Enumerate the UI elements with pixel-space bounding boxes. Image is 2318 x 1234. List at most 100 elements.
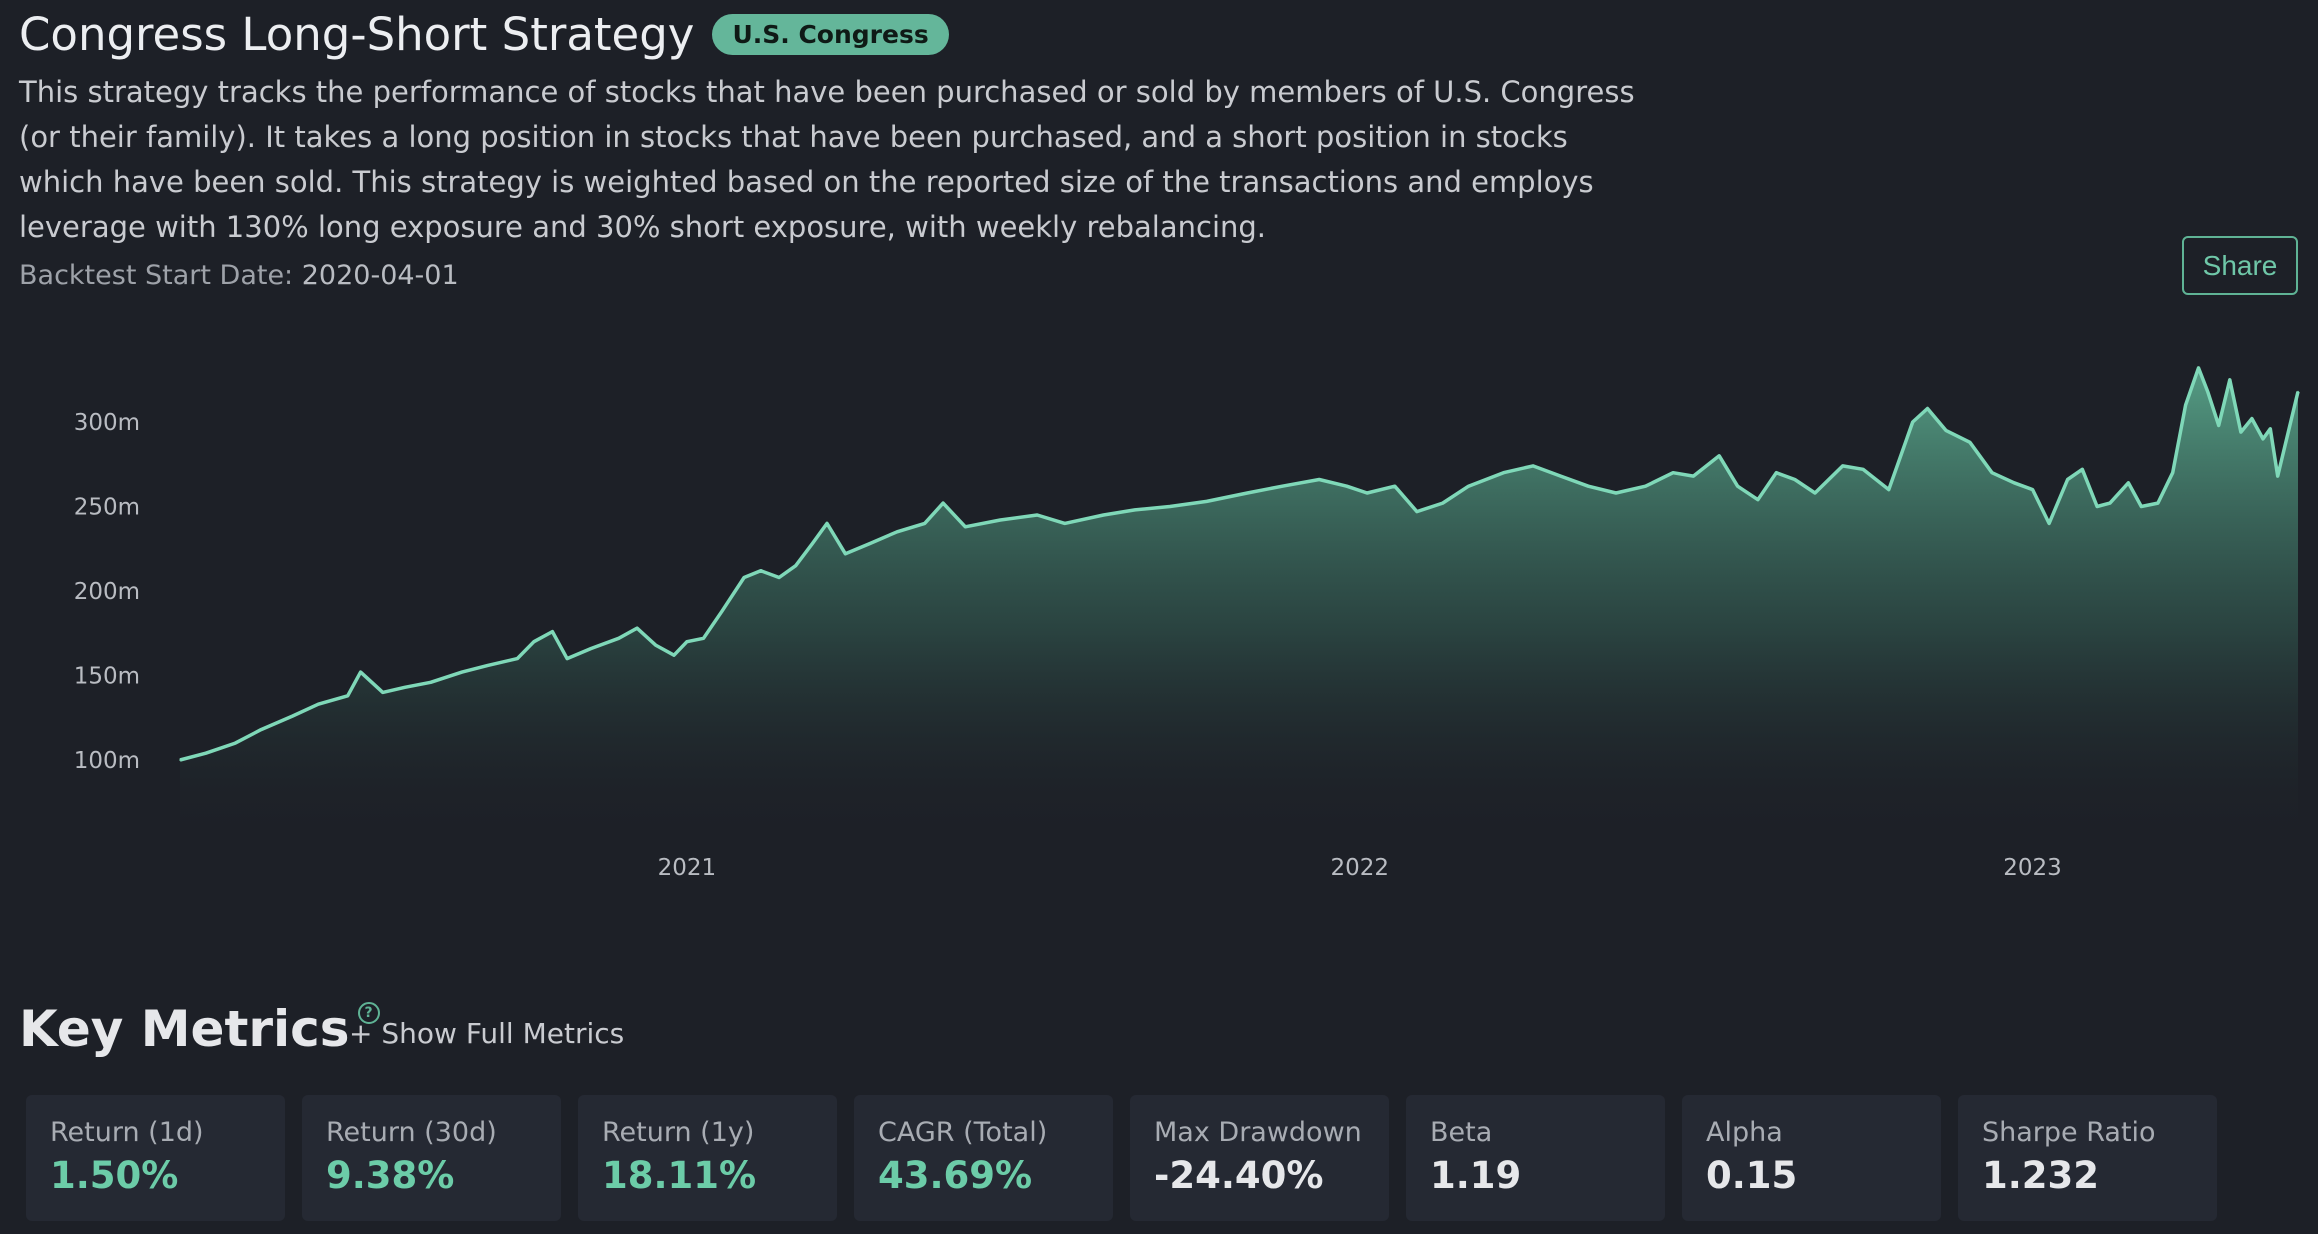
data-point	[1911, 421, 1914, 423]
data-point	[1991, 471, 1993, 474]
data-point	[2171, 471, 2174, 474]
x-tick-label: 2023	[2003, 855, 2062, 881]
metric-card: CAGR (Total) 43.69%	[854, 1095, 1113, 1221]
data-point	[1169, 505, 1171, 508]
data-point	[1736, 485, 1739, 487]
data-point	[702, 637, 705, 640]
y-tick-label: 300m	[74, 410, 140, 436]
data-point	[617, 637, 620, 640]
metric-value: 1.19	[1430, 1154, 1522, 1197]
metrics-title: Key Metrics	[19, 1000, 350, 1058]
metric-value: 0.15	[1706, 1154, 1798, 1197]
series-points	[179, 367, 2299, 761]
data-point	[1064, 522, 1066, 525]
performance-chart[interactable]: 100m 150m 200m 250m 300m 2021 2022 2023	[0, 340, 2318, 900]
x-axis: 2021 2022 2023	[658, 855, 2062, 881]
data-point	[1615, 492, 1617, 494]
data-point	[2229, 379, 2231, 381]
data-point	[844, 553, 847, 555]
data-point	[686, 640, 688, 643]
x-tick-label: 2022	[1330, 855, 1389, 881]
data-point	[2297, 390, 2299, 393]
metric-label: Beta	[1430, 1117, 1493, 1148]
data-point	[1036, 514, 1038, 516]
data-point	[2240, 431, 2242, 433]
data-point	[1346, 485, 1348, 487]
share-button[interactable]: Share	[2182, 236, 2298, 295]
y-tick-label: 100m	[74, 748, 140, 774]
metrics-header: Key Metrics ?	[19, 1000, 380, 1058]
data-point	[590, 647, 592, 650]
data-point	[2066, 478, 2069, 481]
data-point	[868, 542, 871, 545]
metric-label: Sharpe Ratio	[1982, 1117, 2156, 1148]
data-point	[461, 671, 463, 673]
strategy-description: This strategy tracks the performance of …	[19, 75, 1635, 244]
data-point	[1775, 471, 1778, 474]
data-point	[2269, 428, 2272, 430]
data-point	[1945, 429, 1947, 432]
data-point	[794, 564, 797, 567]
metric-label: Return (1y)	[602, 1117, 755, 1148]
data-point	[487, 664, 489, 667]
data-point	[516, 657, 519, 660]
metric-value: 18.11%	[602, 1154, 757, 1197]
data-point	[382, 691, 384, 694]
data-point	[346, 695, 349, 697]
data-point	[2157, 502, 2159, 504]
data-point	[533, 640, 535, 643]
y-tick-label: 250m	[74, 495, 140, 521]
data-point	[999, 519, 1002, 521]
metric-card: Max Drawdown -24.40%	[1130, 1095, 1389, 1221]
data-point	[1841, 465, 1844, 467]
metric-label: Max Drawdown	[1154, 1117, 1362, 1148]
data-point	[566, 657, 568, 660]
metric-value: 1.50%	[50, 1154, 179, 1197]
data-point	[1134, 509, 1136, 511]
data-point	[1718, 455, 1720, 457]
data-point	[2096, 505, 2098, 508]
data-point	[1205, 500, 1208, 503]
data-point	[1102, 514, 1105, 516]
metric-label: Return (30d)	[326, 1117, 497, 1148]
metric-label: Alpha	[1706, 1117, 1783, 1148]
data-point	[1246, 492, 1249, 494]
data-point	[654, 644, 657, 646]
backtest-start: Backtest Start Date: 2020-04-01	[19, 260, 459, 291]
metric-card: Sharpe Ratio 1.232	[1958, 1095, 2217, 1221]
title-row: Congress Long-Short Strategy U.S. Congre…	[19, 8, 949, 61]
data-point	[1926, 407, 1929, 410]
data-point	[2081, 468, 2084, 471]
data-point	[673, 654, 675, 656]
data-point	[1366, 492, 1368, 494]
data-point	[2048, 522, 2050, 525]
data-point	[234, 742, 237, 744]
data-point	[923, 522, 926, 525]
data-point	[1888, 488, 1890, 491]
data-point	[205, 752, 207, 754]
question-circle-icon[interactable]: ?	[357, 1002, 380, 1024]
x-tick-label: 2021	[658, 855, 717, 881]
data-point	[2206, 390, 2209, 393]
data-point	[1757, 498, 1759, 501]
metric-card: Return (1d) 1.50%	[26, 1095, 285, 1221]
data-point	[721, 610, 723, 613]
category-badge[interactable]: U.S. Congress	[712, 14, 949, 55]
show-full-metrics-link[interactable]: + Show Full Metrics	[349, 1017, 625, 1050]
metric-value: -24.40%	[1154, 1154, 1324, 1197]
data-point	[1394, 485, 1396, 487]
data-point	[1644, 485, 1647, 487]
metric-value: 1.232	[1982, 1154, 2100, 1197]
data-point	[551, 630, 554, 633]
metric-label: Return (1d)	[50, 1117, 204, 1148]
data-point	[1814, 492, 1816, 494]
data-point	[1532, 465, 1534, 467]
backtest-start-value: 2020-04-01	[301, 260, 459, 291]
data-point	[2184, 404, 2187, 406]
metric-card: Return (30d) 9.38%	[302, 1095, 561, 1221]
data-point	[1502, 471, 1505, 474]
backtest-start-label: Backtest Start Date:	[19, 260, 294, 291]
data-point	[743, 576, 745, 579]
data-point	[2262, 438, 2264, 440]
data-point	[2127, 482, 2130, 484]
